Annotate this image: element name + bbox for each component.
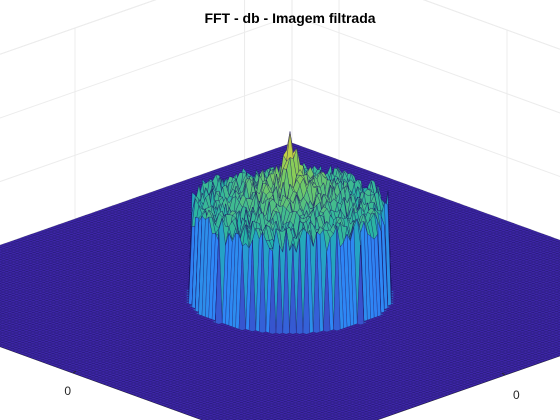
z-grid-line <box>0 78 560 183</box>
z-grid-line <box>0 15 560 119</box>
fft-surface <box>0 131 560 420</box>
z-grid-line <box>0 0 560 55</box>
